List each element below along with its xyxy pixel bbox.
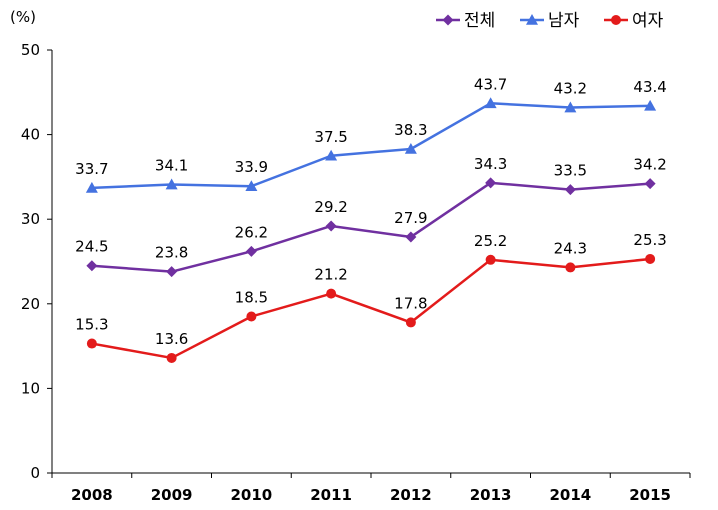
data-label: 43.2 bbox=[554, 80, 587, 98]
legend-marker bbox=[526, 14, 538, 25]
x-axis-ticks: 2008 2009 2010 2011 2012 2013 2014 2015 bbox=[51, 473, 691, 504]
legend-label: 남자 bbox=[548, 11, 580, 31]
data-point-marker bbox=[405, 231, 417, 243]
legend-item-2: 남자 bbox=[520, 11, 580, 31]
data-point-marker bbox=[485, 254, 496, 265]
data-point-marker bbox=[86, 338, 97, 349]
data-label: 25.3 bbox=[633, 231, 666, 249]
data-label: 38.3 bbox=[394, 121, 427, 139]
data-label: 34.2 bbox=[633, 156, 666, 174]
data-point-marker bbox=[405, 317, 416, 328]
axes bbox=[51, 50, 690, 474]
data-point-marker bbox=[166, 266, 178, 278]
x-tick-label: 2009 bbox=[151, 486, 193, 504]
data-label: 37.5 bbox=[314, 128, 347, 146]
x-tick-label: 2014 bbox=[550, 486, 592, 504]
data-point-marker bbox=[485, 177, 497, 189]
data-label: 18.5 bbox=[235, 288, 268, 306]
y-tick-label: 30 bbox=[21, 210, 40, 228]
y-tick-label: 0 bbox=[30, 464, 40, 482]
y-tick-label: 40 bbox=[21, 126, 40, 144]
y-axis-ticks: 0 10 20 30 40 50 bbox=[21, 41, 52, 482]
y-axis-unit-label: (%) bbox=[10, 8, 36, 26]
y-tick-label: 50 bbox=[21, 41, 40, 59]
data-label: 33.7 bbox=[75, 160, 108, 178]
x-tick-label: 2008 bbox=[71, 486, 113, 504]
data-label: 26.2 bbox=[235, 223, 268, 241]
series-line bbox=[91, 257, 651, 360]
data-point-marker bbox=[404, 142, 417, 154]
data-label: 33.9 bbox=[235, 158, 268, 176]
data-point-marker bbox=[325, 149, 338, 161]
data-label: 27.9 bbox=[394, 209, 427, 227]
data-point-marker bbox=[245, 180, 258, 192]
series-line bbox=[91, 181, 651, 273]
data-point-marker bbox=[484, 97, 497, 109]
x-tick-label: 2015 bbox=[629, 486, 671, 504]
legend-label: 여자 bbox=[632, 11, 664, 31]
series-1: 24.5 23.8 26.2 29.2 27.9 34.3 33.5 34.2 bbox=[75, 155, 667, 278]
y-tick-label: 20 bbox=[21, 295, 40, 313]
data-label: 21.2 bbox=[314, 266, 347, 284]
data-label: 15.3 bbox=[75, 316, 108, 334]
data-label: 34.1 bbox=[155, 157, 188, 175]
data-label: 33.5 bbox=[554, 162, 587, 180]
data-point-marker bbox=[644, 178, 656, 190]
data-point-marker bbox=[326, 288, 337, 299]
data-label: 24.3 bbox=[554, 239, 587, 257]
x-tick-label: 2012 bbox=[390, 486, 432, 504]
data-point-marker bbox=[645, 253, 656, 264]
data-label: 43.7 bbox=[474, 75, 507, 93]
data-point-marker bbox=[565, 262, 576, 273]
data-point-marker bbox=[246, 311, 257, 322]
data-point-marker bbox=[245, 245, 257, 257]
x-tick-label: 2010 bbox=[231, 486, 273, 504]
data-point-marker bbox=[325, 220, 337, 232]
legend-marker bbox=[611, 15, 621, 25]
data-point-marker bbox=[85, 181, 98, 193]
data-point-marker bbox=[564, 184, 576, 196]
series-line bbox=[91, 102, 651, 190]
data-label: 34.3 bbox=[474, 155, 507, 173]
data-point-marker bbox=[86, 260, 98, 272]
data-point-marker bbox=[165, 178, 178, 190]
series-layer: 24.5 23.8 26.2 29.2 27.9 34.3 33.5 34.2 33.7 34.1… bbox=[75, 75, 667, 363]
data-label: 23.8 bbox=[155, 244, 188, 262]
data-label: 43.4 bbox=[633, 78, 666, 96]
legend-item-1: 전체 bbox=[436, 11, 495, 31]
x-tick-label: 2011 bbox=[310, 486, 352, 504]
data-label: 29.2 bbox=[314, 198, 347, 216]
x-tick-label: 2013 bbox=[470, 486, 512, 504]
data-label: 24.5 bbox=[75, 238, 108, 256]
data-label: 13.6 bbox=[155, 330, 188, 348]
y-tick-label: 10 bbox=[21, 379, 40, 397]
legend: 전체 남자 여자 bbox=[436, 11, 664, 31]
legend-marker bbox=[442, 14, 454, 26]
data-label: 25.2 bbox=[474, 232, 507, 250]
data-label: 17.8 bbox=[394, 294, 427, 312]
series-3: 15.3 13.6 18.5 21.2 17.8 25.2 24.3 25.3 bbox=[75, 231, 667, 363]
data-point-marker bbox=[166, 352, 177, 363]
legend-label: 전체 bbox=[464, 11, 495, 31]
series-2: 33.7 34.1 33.9 37.5 38.3 43.7 43.2 43.4 bbox=[75, 75, 667, 193]
data-point-marker bbox=[564, 101, 577, 113]
legend-item-3: 여자 bbox=[604, 11, 664, 31]
data-point-marker bbox=[644, 99, 657, 111]
